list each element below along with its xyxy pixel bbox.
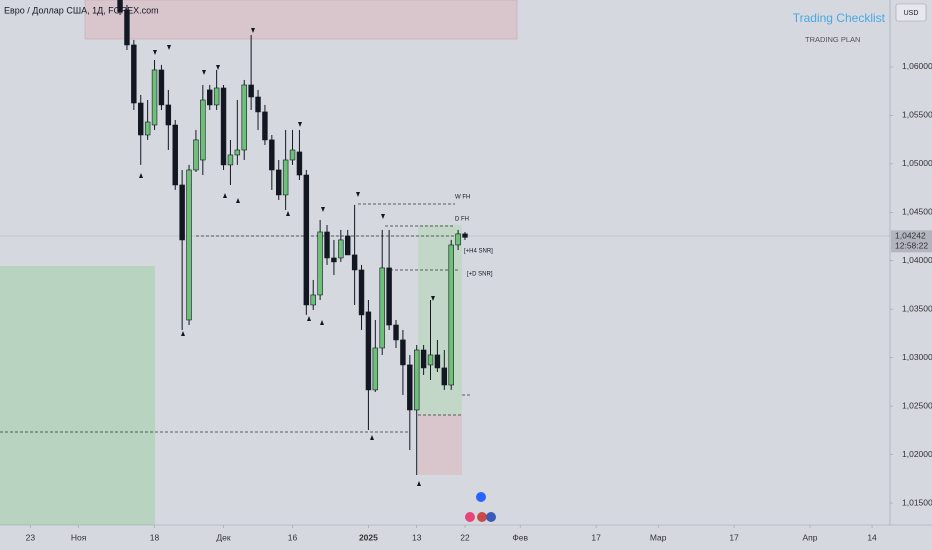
- x-tick-label: 22: [460, 532, 470, 542]
- candle-body: [144, 121, 151, 136]
- x-tick-label: 18: [150, 532, 160, 542]
- y-tick-label: 1,02500: [902, 400, 932, 410]
- checklist-subtitle: TRADING PLAN: [805, 35, 860, 44]
- candle-body: [282, 159, 289, 196]
- candle-body: [117, 0, 123, 13]
- x-tick-label: 17: [729, 532, 739, 542]
- candle-body: [372, 347, 379, 391]
- candle-body: [393, 324, 399, 341]
- currency[interactable]: USD: [904, 10, 919, 17]
- y-tick-label: 1,04000: [902, 255, 932, 265]
- candle-body: [441, 367, 448, 386]
- y-tick-label: 1,02000: [902, 449, 932, 459]
- candle-body: [241, 84, 247, 151]
- x-tick-label: Ноя: [71, 532, 87, 542]
- chart-title: Евро / Доллар США, 1Д, FOREX.com: [4, 5, 159, 15]
- candle-body: [338, 239, 344, 259]
- candle-body: [138, 102, 144, 136]
- candle-body: [413, 349, 420, 411]
- price-axis: [890, 0, 932, 550]
- x-tick-label: 23: [26, 532, 36, 542]
- annotation: [+D SNR]: [467, 272, 493, 278]
- candle-body: [345, 235, 351, 256]
- x-tick-label: Фев: [512, 532, 528, 542]
- annotation: D FH: [455, 217, 469, 223]
- level-lines: [0, 203, 472, 433]
- checklist-title: Trading Checklist: [793, 11, 886, 25]
- candle-body: [158, 69, 165, 106]
- x-tick-label: 13: [412, 532, 422, 542]
- y-tick-label: 1,03000: [902, 352, 932, 362]
- y-tick-label: 1,05000: [902, 158, 932, 168]
- candle-body: [165, 104, 172, 126]
- candle-body: [448, 244, 454, 386]
- candle-body: [262, 111, 268, 141]
- price-label: 1,04242: [895, 231, 926, 241]
- supply-zone: [84, 0, 518, 40]
- candle-body: [186, 169, 192, 321]
- candle-body: [317, 231, 323, 296]
- candle-body: [462, 233, 468, 238]
- x-tick-label: 16: [288, 532, 298, 542]
- candle-body: [200, 99, 206, 161]
- candle-body: [131, 44, 137, 104]
- y-tick-label: 1,05500: [902, 110, 932, 120]
- candle-body: [179, 184, 185, 241]
- x-tick-label: 14: [867, 532, 877, 542]
- x-tick-label: 2025: [359, 532, 378, 542]
- candle-body: [255, 96, 261, 113]
- y-tick-label: 1,04500: [902, 207, 932, 217]
- price-badge: [891, 230, 932, 253]
- candle-body: [400, 339, 406, 366]
- candle-body: [351, 254, 358, 271]
- event-icons: [465, 492, 496, 522]
- candle-body: [303, 174, 310, 306]
- candle-body: [124, 9, 130, 46]
- countdown: 12:58:22: [895, 241, 928, 251]
- candle-body: [248, 84, 254, 98]
- candle-body: [365, 311, 372, 391]
- y-tick-label: 1,01500: [902, 497, 932, 507]
- candle-body: [172, 124, 178, 186]
- candle-body: [324, 231, 330, 259]
- x-tick-label: Мар: [650, 532, 667, 542]
- candle-body: [276, 169, 282, 196]
- currency-box[interactable]: [895, 3, 927, 22]
- candle-body: [379, 267, 385, 349]
- candle-body: [427, 354, 434, 366]
- demand-zone: [0, 266, 155, 525]
- candle-body: [269, 139, 275, 171]
- candle-body: [234, 149, 241, 156]
- candle-body: [296, 151, 303, 176]
- candle-body: [289, 149, 296, 161]
- candle-body: [220, 87, 227, 166]
- x-tick-label: Апр: [802, 532, 817, 542]
- loss-zone: [418, 415, 462, 475]
- annotation: [+H4 SNR]: [464, 249, 493, 255]
- x-tick-label: Дек: [216, 532, 230, 542]
- annotation: W FH: [455, 195, 470, 201]
- candle-body: [151, 69, 158, 126]
- candle-body: [455, 233, 461, 246]
- candle-body: [407, 364, 413, 411]
- x-tick-label: 17: [591, 532, 601, 542]
- profit-zone: [418, 225, 462, 415]
- candle-body: [386, 267, 392, 326]
- candle-body: [227, 154, 234, 166]
- candle-body: [420, 349, 427, 369]
- candle-body: [213, 87, 220, 106]
- candle-body: [331, 257, 337, 263]
- candle-body: [193, 139, 199, 171]
- candle-body: [310, 294, 316, 306]
- y-tick-label: 1,06000: [902, 61, 932, 71]
- y-tick-label: 1,03500: [902, 303, 932, 313]
- candle-body: [358, 269, 365, 316]
- fractals: [139, 28, 435, 486]
- candle-body: [434, 354, 441, 369]
- candle-body: [207, 89, 213, 106]
